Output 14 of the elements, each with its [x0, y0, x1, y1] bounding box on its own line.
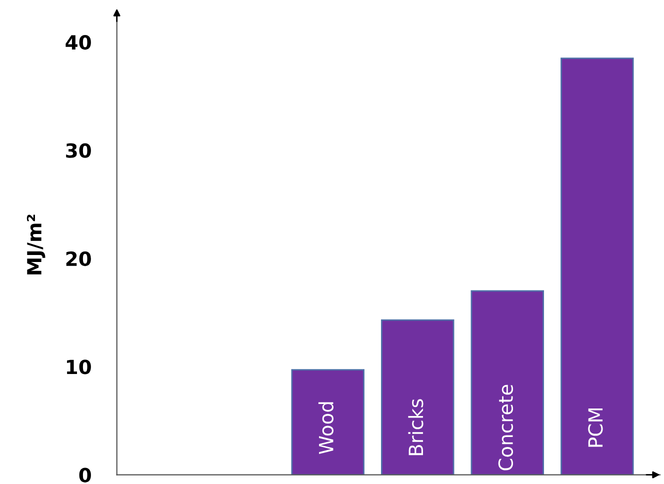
y-tick-label: 0 [79, 468, 91, 482]
x-tick-label: PCM [588, 408, 603, 447]
y-tick-label: 30 [66, 143, 91, 158]
y-tick-label: 20 [66, 251, 91, 266]
bar [560, 58, 634, 475]
x-tick-label: Wood [318, 402, 334, 454]
y-tick-label: 10 [67, 360, 91, 374]
bar [381, 319, 454, 475]
x-tick-label: Bricks [408, 399, 424, 456]
y-axis-title: MJ/m² [26, 214, 46, 274]
y-tick-label: 40 [66, 35, 91, 50]
x-tick-label: Concrete [498, 384, 514, 470]
bar [291, 369, 364, 475]
bar [470, 290, 544, 475]
